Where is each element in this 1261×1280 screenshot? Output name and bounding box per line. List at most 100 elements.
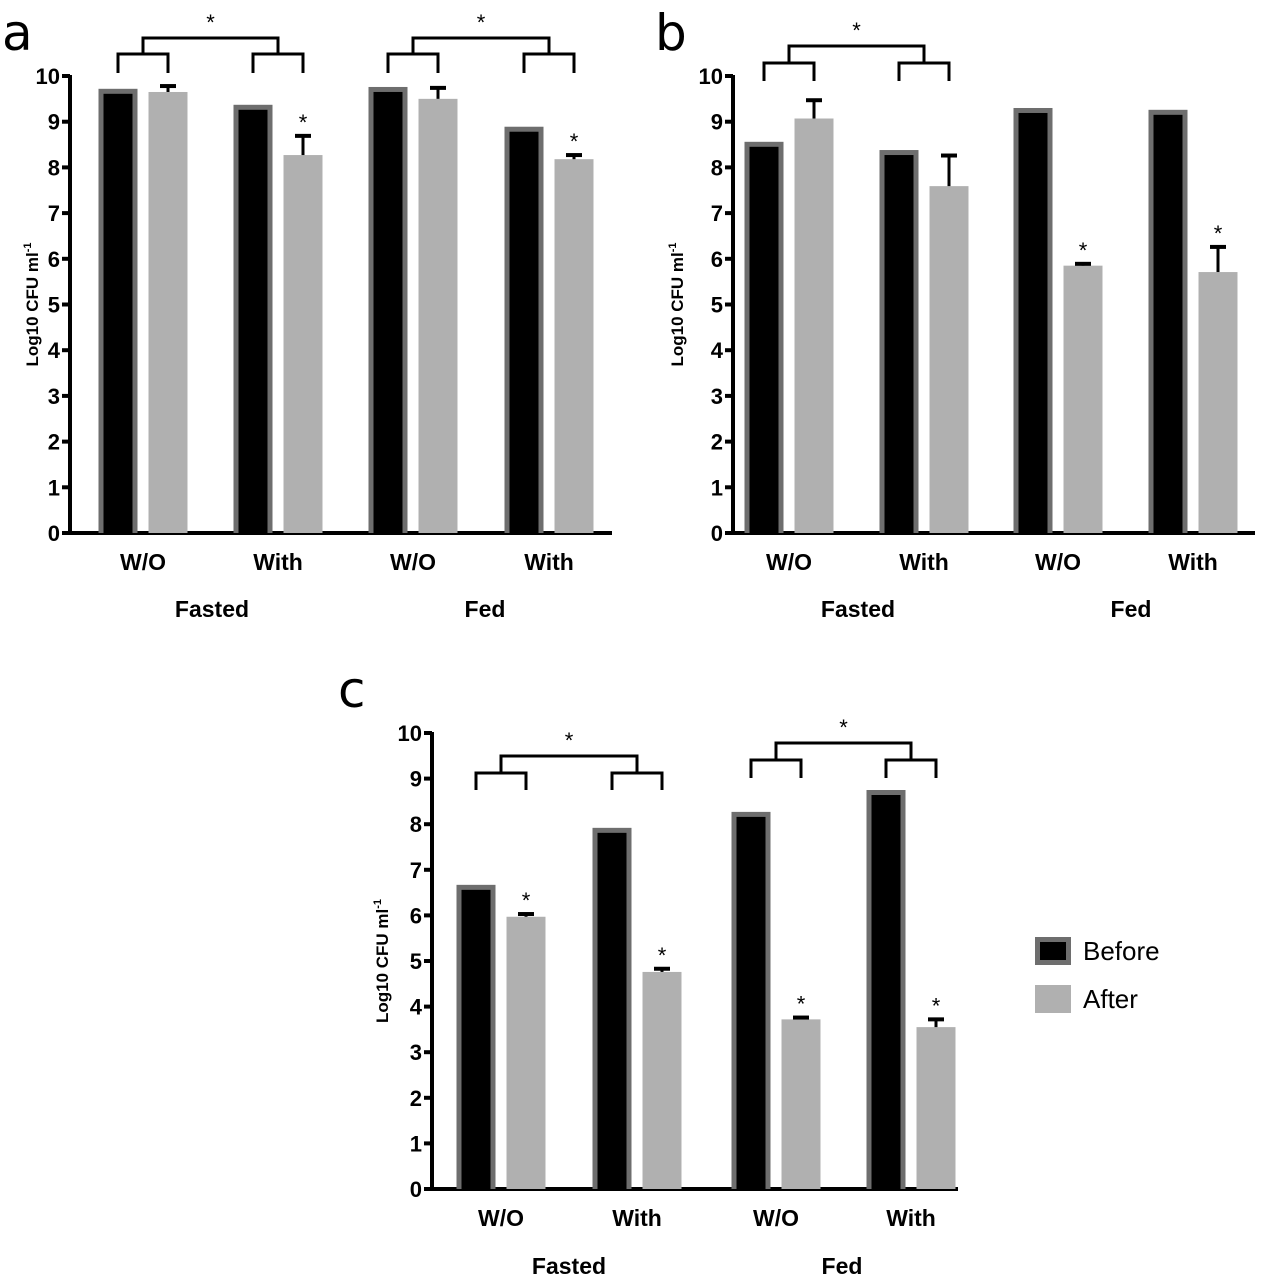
y-tick-label: 6 (711, 247, 723, 272)
bracket-significance-marker: * (839, 715, 848, 740)
y-tick-label: 5 (48, 293, 60, 318)
y-tick-label: 2 (410, 1086, 422, 1111)
bar-before-fill (373, 91, 403, 533)
category-label: W/O (1035, 549, 1081, 575)
bar-after (283, 155, 323, 533)
bar-after (794, 118, 834, 533)
significance-marker: * (658, 943, 667, 968)
significance-bracket (116, 52, 170, 73)
group-label: Fed (1111, 596, 1152, 622)
bar-before-fill (597, 832, 627, 1189)
bar-after (1198, 272, 1238, 533)
y-tick-label: 10 (398, 721, 422, 746)
y-tick-label: 5 (410, 949, 422, 974)
y-axis-label-text: Log10 CFU ml (373, 909, 392, 1023)
y-axis-label-superscript: -1 (372, 899, 384, 909)
significance-bracket (762, 61, 816, 81)
bar-before-fill (1018, 112, 1048, 534)
group-label: Fed (465, 596, 506, 622)
bar-before-fill (1153, 114, 1183, 534)
panel-label: b (655, 4, 687, 62)
bracket-significance-marker: * (206, 10, 215, 35)
bar-after (418, 98, 458, 533)
bar-after (929, 186, 969, 533)
bar-before-fill (871, 795, 901, 1189)
y-tick-label: 6 (48, 247, 60, 272)
legend-label: Before (1083, 936, 1160, 966)
panel-label: a (2, 4, 33, 62)
y-axis-label: Log10 CFU ml-1 (372, 899, 392, 1023)
y-axis-label: Log10 CFU ml-1 (667, 242, 687, 366)
y-tick-label: 9 (48, 110, 60, 135)
category-label: W/O (766, 549, 812, 575)
bracket-significance-marker: * (477, 10, 486, 35)
y-tick-label: 6 (410, 903, 422, 928)
category-label: With (524, 549, 574, 575)
y-tick-label: 1 (711, 475, 723, 500)
y-tick-label: 1 (410, 1131, 422, 1156)
category-label: W/O (753, 1205, 799, 1231)
legend-label: After (1083, 984, 1138, 1014)
legend: Before After (1035, 936, 1160, 1014)
bar-before-fill (238, 109, 268, 533)
bar-before-fill (884, 155, 914, 533)
group-label: Fasted (532, 1253, 606, 1279)
panel-c: c 0 1 2 3 4 5 6 7 8 9 10 Log10 CFU ml-1 * W/O * With * W/O… (338, 661, 958, 1279)
y-axis-label-text: Log10 CFU ml (23, 252, 42, 366)
bar-after (642, 971, 682, 1189)
bar-before-fill (736, 816, 766, 1189)
significance-marker: * (1079, 238, 1088, 263)
y-tick-label: 9 (410, 767, 422, 792)
significance-bracket (251, 52, 305, 73)
legend-swatch-before-fill (1040, 942, 1066, 960)
y-tick-label: 8 (410, 812, 422, 837)
significance-marker: * (299, 110, 308, 135)
group-label: Fasted (175, 596, 249, 622)
y-tick-label: 7 (711, 201, 723, 226)
category-label: W/O (390, 549, 436, 575)
y-tick-label: 3 (711, 384, 723, 409)
significance-marker: * (932, 993, 941, 1018)
legend-swatch-after (1035, 985, 1071, 1013)
bar-before-fill (103, 93, 133, 534)
significance-bracket (897, 61, 951, 81)
bar-after (554, 159, 594, 533)
significance-bracket (884, 758, 938, 778)
bar-before-fill (461, 889, 491, 1189)
y-tick-label: 8 (711, 155, 723, 180)
bar-after (1063, 265, 1103, 533)
y-axis-label: Log10 CFU ml-1 (22, 242, 42, 366)
y-tick-label: 4 (410, 995, 423, 1020)
y-tick-label: 2 (48, 430, 60, 455)
y-tick-label: 10 (699, 64, 723, 89)
category-label: With (899, 549, 949, 575)
y-tick-label: 5 (711, 293, 723, 318)
bar-after (781, 1019, 821, 1189)
bar-before-fill (749, 146, 779, 534)
bar-after (148, 91, 188, 534)
significance-bracket-top (411, 36, 551, 54)
y-tick-label: 0 (711, 521, 723, 546)
y-axis-label-superscript: -1 (667, 242, 679, 252)
y-tick-label: 3 (410, 1040, 422, 1065)
significance-bracket (749, 758, 803, 778)
group-label: Fasted (821, 596, 895, 622)
bar-after (506, 916, 546, 1189)
significance-marker: * (522, 888, 531, 913)
significance-marker: * (797, 992, 806, 1017)
y-tick-label: 7 (410, 858, 422, 883)
category-label: With (253, 549, 303, 575)
category-label: With (1168, 549, 1218, 575)
y-tick-label: 4 (48, 338, 61, 363)
y-tick-label: 0 (48, 521, 60, 546)
y-tick-label: 9 (711, 110, 723, 135)
significance-bracket-top (141, 36, 280, 54)
category-label: W/O (478, 1205, 524, 1231)
y-axis-label-superscript: -1 (22, 242, 34, 252)
category-label: With (886, 1205, 936, 1231)
y-tick-label: 7 (48, 201, 60, 226)
y-tick-label: 8 (48, 155, 60, 180)
group-label: Fed (822, 1253, 863, 1279)
y-tick-label: 10 (36, 64, 60, 89)
